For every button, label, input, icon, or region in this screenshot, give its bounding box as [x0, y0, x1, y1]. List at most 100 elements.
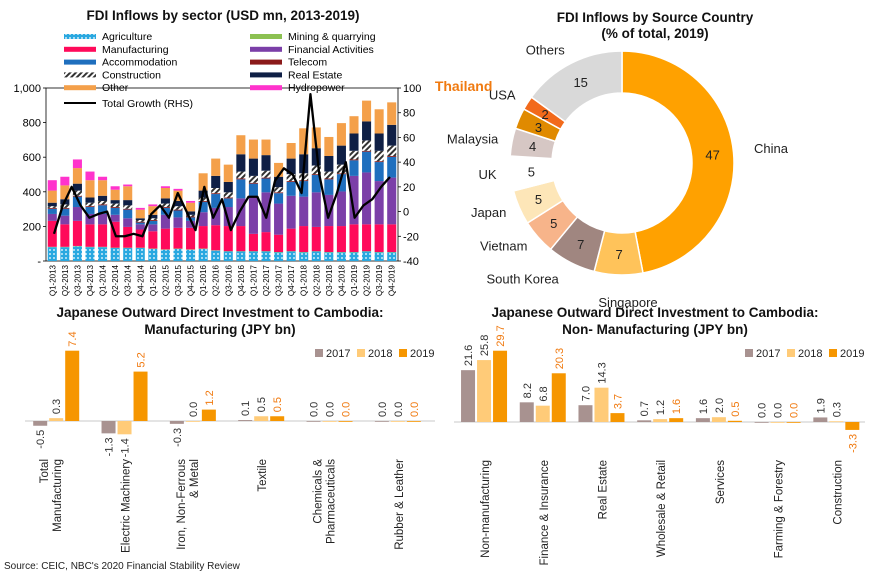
bar-segment — [236, 154, 246, 172]
bar-segment — [72, 183, 82, 191]
bar-value-label: 2.0 — [714, 398, 726, 413]
bar-segment — [98, 224, 108, 247]
bar-value-label: 29.7 — [495, 325, 507, 346]
jp-nonmfg-subtitle: Non- Manufacturing (JPY bn) — [562, 322, 748, 337]
bar — [578, 405, 593, 422]
legend-swatch — [250, 72, 282, 78]
x-tick-label: Q4-2014 — [136, 264, 145, 296]
bar-segment — [160, 249, 170, 261]
y2-tick-label: 80 — [403, 108, 415, 120]
bar-segment — [211, 225, 221, 251]
bar-segment — [248, 251, 258, 261]
bar-segment — [362, 251, 372, 261]
bar-segment — [72, 220, 82, 246]
bar-segment — [286, 158, 296, 175]
bar-segment — [85, 207, 95, 214]
category-label: & Metal — [189, 459, 201, 498]
bar — [829, 421, 844, 423]
bar-segment — [98, 195, 108, 201]
bar-segment — [286, 143, 296, 159]
bar — [610, 413, 625, 422]
bar-value-label: 0.5 — [256, 397, 268, 412]
bar-segment — [236, 178, 246, 180]
bar-segment — [110, 186, 120, 190]
bar-segment — [186, 200, 196, 203]
bar-segment — [274, 192, 284, 194]
bar-segment — [198, 200, 208, 202]
bar-segment — [173, 206, 183, 210]
bar-segment — [72, 159, 82, 169]
bar — [322, 421, 337, 422]
bar — [49, 418, 64, 421]
x-tick-label: Q3-2016 — [224, 264, 233, 296]
donut-slice — [530, 50, 623, 123]
bar-segment — [186, 220, 196, 228]
bar — [185, 421, 200, 422]
x-tick-label: Q1-2018 — [300, 264, 309, 296]
category-label: Wholesale & Retail — [656, 460, 668, 557]
bar-segment — [274, 252, 284, 261]
bar-value-label: 7.0 — [580, 386, 592, 401]
bar-segment — [311, 165, 321, 175]
bar-segment — [211, 158, 221, 176]
legend-label: Accommodation — [102, 57, 177, 69]
bar-segment — [72, 196, 82, 208]
bar-segment — [223, 197, 233, 199]
bar-value-label: 7.4 — [67, 331, 79, 346]
bar-segment — [123, 184, 133, 187]
bar-segment — [47, 190, 57, 203]
bar-segment — [223, 251, 233, 261]
bar — [390, 421, 405, 422]
x-tick-label: Q1-2019 — [350, 264, 359, 296]
jp-nonmfg-panel: Japanese Outward Direct Investment to Ca… — [440, 300, 870, 565]
bar-segment — [72, 190, 82, 196]
bar-segment — [198, 201, 208, 213]
jp-nonmfg-title: Japanese Outward Direct Investment to Ca… — [491, 305, 819, 320]
jp-nonmfg-chart: 2017 2018 2019 21.6 25.8 29.7 Non-manufacturin… — [454, 325, 865, 565]
bar-segment — [311, 175, 321, 193]
bar-value-label: 0.1 — [240, 401, 252, 416]
x-tick-label: Q2-2018 — [312, 264, 321, 296]
legend-label: Financial Activities — [288, 44, 374, 56]
legend-label: Hydropower — [288, 82, 345, 94]
bar-segment — [173, 188, 183, 191]
bar-segment — [374, 181, 384, 225]
legend-swatch — [315, 349, 323, 357]
bar-segment — [98, 204, 108, 206]
bar-value-label: 0.0 — [757, 403, 769, 418]
bar-segment — [123, 205, 133, 209]
slice-label: Others — [526, 43, 566, 58]
bar-segment — [349, 133, 359, 151]
bar-segment — [248, 195, 258, 234]
bar-value-label: 0.7 — [639, 401, 651, 416]
bar-segment — [85, 180, 95, 198]
x-tick-label: Q2-2016 — [212, 264, 221, 296]
bar-segment — [60, 207, 70, 209]
bar-segment — [110, 214, 120, 222]
bar-value-label: 21.6 — [463, 345, 475, 366]
slice-value-label: 5 — [535, 192, 542, 207]
legend-label: Manufacturing — [102, 44, 169, 56]
bar-segment — [336, 123, 346, 146]
bar-segment — [98, 200, 108, 205]
bar-segment — [47, 247, 57, 261]
bar-segment — [223, 198, 233, 208]
bar-segment — [324, 226, 334, 253]
bar-segment — [261, 170, 271, 178]
bar-segment — [324, 136, 334, 156]
category-label: Total — [39, 459, 51, 483]
category-label: Iron, Non-Ferrous — [176, 459, 188, 550]
y-tick-label: 400 — [23, 187, 41, 199]
bar-value-label: 0.0 — [789, 403, 801, 418]
bar-segment — [123, 248, 133, 261]
bar-segment — [286, 181, 296, 182]
bar-segment — [160, 187, 170, 199]
category-label: Finance & Insurance — [539, 460, 551, 565]
jp-mfg-panel: Japanese Outward Direct Investment to Ca… — [0, 300, 440, 560]
slice-value-label: 3 — [535, 120, 542, 135]
bar-segment — [387, 252, 397, 261]
bar-segment — [148, 214, 158, 219]
bar-value-label: 6.8 — [538, 386, 550, 401]
category-label: Rubber & Leather — [394, 459, 406, 550]
bar-segment — [60, 224, 70, 247]
